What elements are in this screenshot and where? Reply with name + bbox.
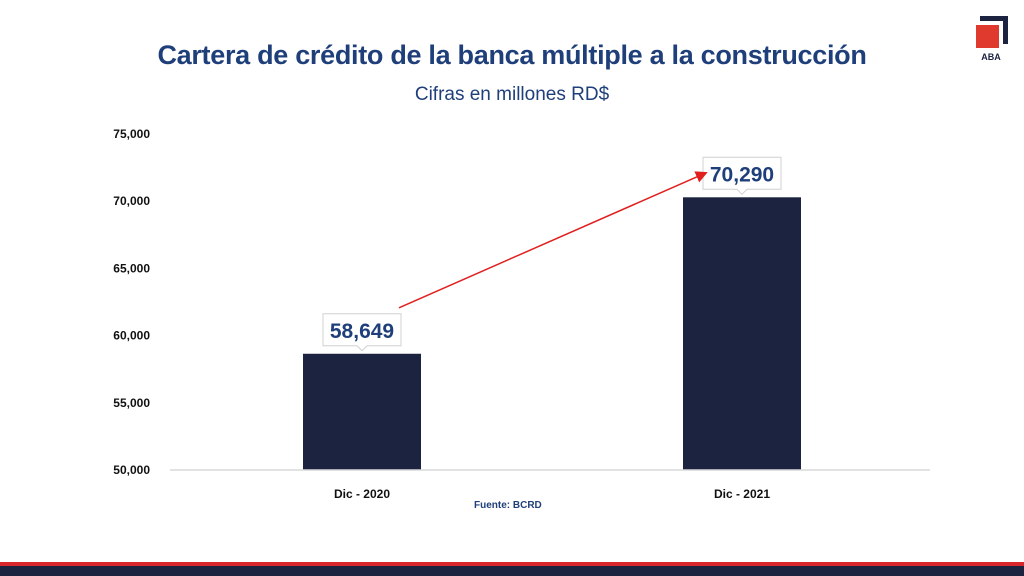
data-label-callout: 70,290 (702, 156, 782, 196)
chart-subtitle: Cifras en millones RD$ (414, 84, 610, 105)
logo-text: ABA (981, 52, 1001, 62)
data-label-box (702, 156, 782, 196)
trend-arrow (398, 171, 708, 309)
source-note: Fuente: BCRD (474, 500, 542, 511)
y-tick-label: 60,000 (113, 329, 150, 343)
data-label: 58,649 (330, 320, 394, 343)
x-tick-label: Dic - 2021 (714, 487, 770, 501)
data-label: 70,290 (710, 163, 774, 186)
bar (303, 353, 421, 470)
y-tick-label: 50,000 (113, 463, 150, 477)
footer-red-stripe (0, 562, 1024, 566)
y-tick-label: 65,000 (113, 261, 150, 275)
y-tick-label: 75,000 (113, 127, 150, 141)
y-tick-label: 55,000 (113, 396, 150, 410)
footer-navy-stripe (0, 566, 1024, 576)
y-tick-label: 70,000 (113, 194, 150, 208)
aba-logo-icon (976, 16, 1008, 48)
data-label-callout: 58,649 (322, 313, 402, 352)
chart-title: Cartera de crédito de la banca múltiple … (157, 40, 867, 70)
x-tick-label: Dic - 2020 (334, 487, 390, 501)
bar (683, 197, 801, 470)
data-label-box (322, 313, 402, 352)
